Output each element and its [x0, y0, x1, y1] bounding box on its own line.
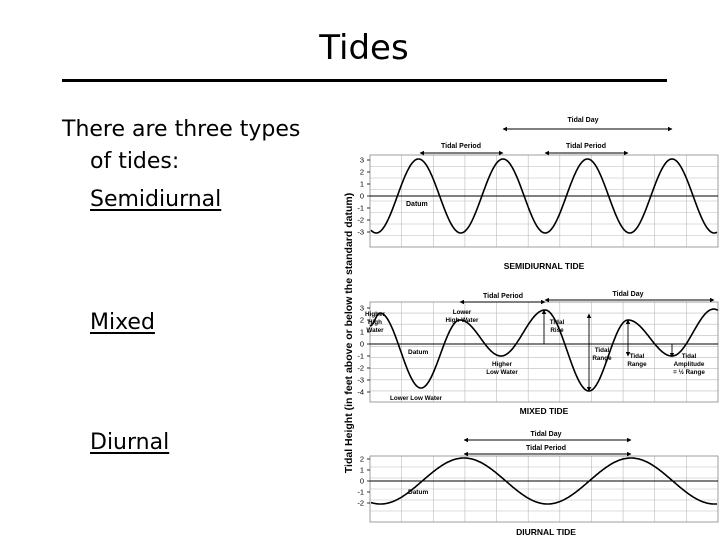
- mixed-tick-label: -1: [357, 352, 364, 361]
- semidiurnal-wave: [370, 158, 718, 234]
- semidiurnal-tick-label: -2: [357, 216, 364, 225]
- diurnal-tidal-day-label: Tidal Day: [531, 431, 562, 438]
- mixed-caption: MIXED TIDE: [520, 406, 569, 416]
- tide-type-diurnal: Diurnal: [90, 430, 170, 455]
- mixed-lower-high-water-label: Lower High Water: [445, 309, 479, 324]
- mixed-datum-label: Datum: [408, 349, 428, 356]
- mixed-tidal-range-label-2: Tidal Range: [627, 353, 647, 368]
- semidiurnal-tick-label: -1: [357, 204, 364, 213]
- mixed-tick-label: 1: [360, 328, 364, 337]
- mixed-tick-label: 0: [360, 340, 364, 349]
- tide-type-mixed: Mixed: [90, 310, 155, 335]
- title-divider: [62, 79, 667, 82]
- semidiurnal-frame: [369, 154, 719, 248]
- diurnal-wave: [370, 457, 718, 505]
- slide-title: Tides: [319, 28, 409, 68]
- mixed-tick-label: 2: [360, 316, 364, 325]
- mixed-tick-label: -4: [357, 388, 364, 397]
- mixed-tidal-period-label: Tidal Period: [483, 293, 523, 300]
- mixed-higher-high-water-label: Higher High Water: [365, 311, 385, 334]
- y-axis-label: Tidal Height (in feet above or below the…: [343, 193, 355, 473]
- semidiurnal-tick-label: 1: [360, 180, 364, 189]
- semidiurnal-tidal-period-label-2: Tidal Period: [566, 143, 606, 150]
- diurnal-tick-label: 0: [360, 477, 364, 486]
- diurnal-tidal-period-label: Tidal Period: [526, 445, 566, 452]
- diurnal-tick-label: 2: [360, 455, 364, 464]
- semidiurnal-tidal-day-label: Tidal Day: [568, 117, 599, 124]
- diurnal-tick-label: -2: [357, 499, 364, 508]
- semidiurnal-panel: 3 2 1 0 -1 -2 -3 Tidal Day Tidal Period Tidal …: [357, 117, 719, 271]
- intro-line-1: There are three types: [62, 117, 301, 142]
- diurnal-panel: 2 1 0 -1 -2 Tidal Day Tidal Period Datum DIU…: [357, 431, 719, 537]
- diurnal-tick-labels: 2 1 0 -1 -2: [357, 455, 370, 508]
- mixed-tick-label: -3: [357, 376, 364, 385]
- diurnal-tick-label: -1: [357, 488, 364, 497]
- semidiurnal-caption: SEMIDIURNAL TIDE: [504, 261, 585, 271]
- mixed-higher-low-water-label: Higher Low Water: [486, 361, 518, 376]
- semidiurnal-datum-label: Datum: [406, 201, 428, 208]
- diurnal-grid: [370, 456, 718, 522]
- diurnal-tick-label: 1: [360, 466, 364, 475]
- mixed-tick-label: -2: [357, 364, 364, 373]
- tide-types-figure: Tidal Height (in feet above or below the…: [343, 117, 719, 537]
- mixed-tidal-day-label: Tidal Day: [613, 291, 644, 298]
- intro-line-2: of tides:: [90, 149, 180, 174]
- mixed-panel: 3 2 1 0 -1 -2 -3 -4 Tidal Period Tidal Day High…: [357, 291, 719, 416]
- mixed-lower-low-water-label: Lower Low Water: [390, 395, 442, 402]
- semidiurnal-tidal-period-label-1: Tidal Period: [441, 143, 481, 150]
- mixed-tidal-range-label-1: Tidal Range: [592, 347, 612, 362]
- mixed-tidal-rise-label: Tidal Rise: [550, 319, 565, 334]
- diurnal-datum-label: Datum: [408, 489, 428, 496]
- semidiurnal-tick-label: 3: [360, 156, 364, 165]
- tide-type-semidiurnal: Semidiurnal: [90, 187, 222, 212]
- mixed-tidal-amplitude-label: Tidal Amplitude = ½ Range: [673, 353, 705, 376]
- semidiurnal-grid: [370, 155, 718, 247]
- semidiurnal-tick-labels: 3 2 1 0 -1 -2 -3: [357, 156, 370, 237]
- semidiurnal-tick-label: 2: [360, 168, 364, 177]
- diurnal-caption: DIURNAL TIDE: [516, 527, 576, 537]
- semidiurnal-tick-label: -3: [357, 228, 364, 237]
- mixed-tick-label: 3: [360, 304, 364, 313]
- mixed-tick-labels: 3 2 1 0 -1 -2 -3 -4: [357, 304, 370, 397]
- semidiurnal-tick-label: 0: [360, 192, 364, 201]
